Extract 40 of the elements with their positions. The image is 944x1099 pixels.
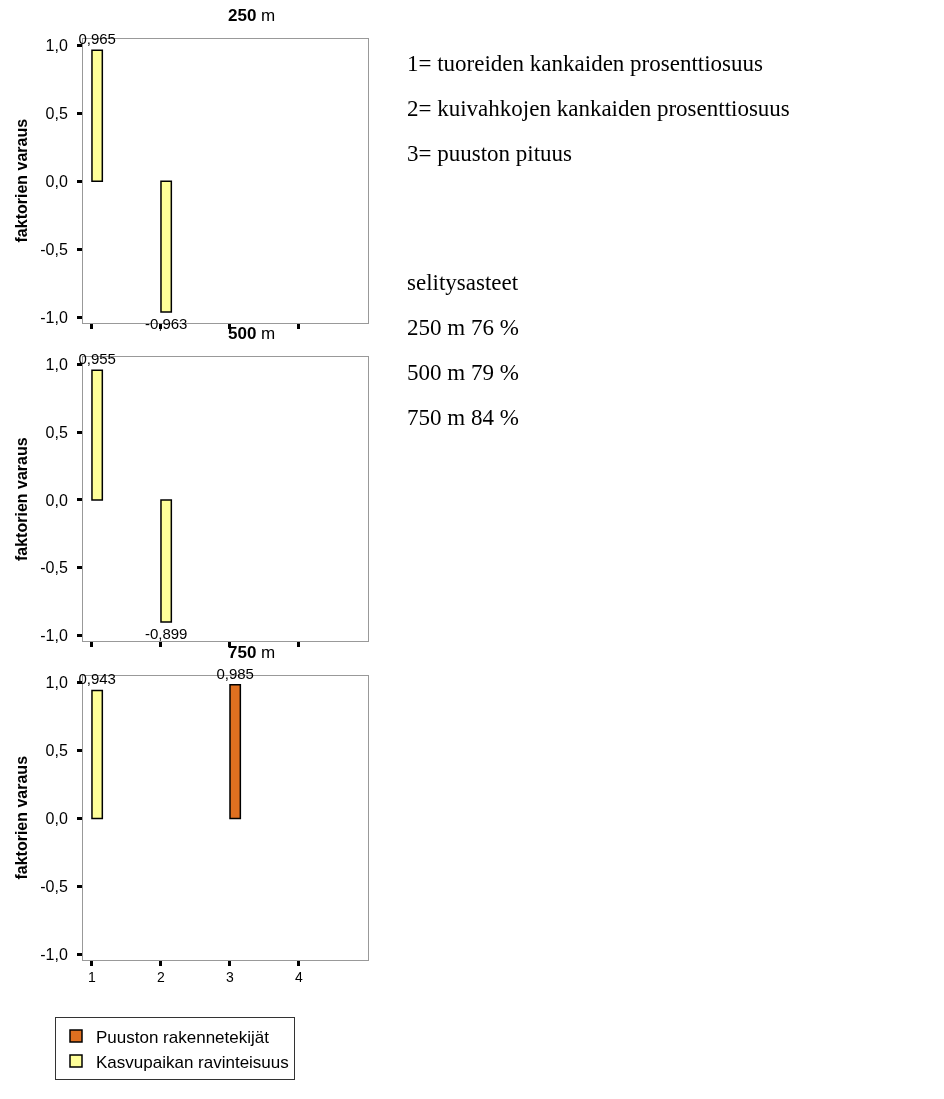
y-tick-label: 0,0 — [45, 491, 68, 509]
y-tick-label: -1,0 — [40, 627, 68, 645]
y-tick-label: -1,0 — [40, 945, 68, 963]
y-axis-title: faktorien varaus — [13, 755, 31, 880]
chart-title: 250 m — [228, 6, 276, 25]
data-label: 0,943 — [78, 670, 116, 688]
y-tick-label: -0,5 — [40, 559, 68, 577]
y-tick-label: -0,5 — [40, 240, 68, 258]
data-label: -0,963 — [144, 315, 188, 333]
y-tick-label: 0,5 — [45, 742, 68, 760]
y-tick-label: 1,0 — [45, 37, 68, 55]
y-tick-label: -0,5 — [40, 877, 68, 895]
data-label: 0,955 — [78, 350, 116, 368]
x-tick-label: 3 — [226, 969, 235, 986]
y-axis-title: faktorien varaus — [13, 118, 31, 243]
legend-label: Kasvupaikan ravinteisuus — [96, 1052, 289, 1072]
chart-title: 750 m — [228, 643, 276, 662]
text: selitysasteet — [407, 270, 519, 295]
y-tick-label: 0,5 — [45, 423, 68, 441]
y-tick-label: 0,5 — [45, 105, 68, 123]
y-tick-label: -1,0 — [40, 308, 68, 326]
text: 1= tuoreiden kankaiden prosenttiosuus — [407, 51, 764, 76]
y-tick-label: 0,0 — [45, 810, 68, 828]
y-tick-label: 1,0 — [45, 355, 68, 373]
y-axis-title: faktorien varaus — [13, 437, 31, 562]
text: 500 m 79 % — [407, 360, 519, 385]
text: 750 m 84 % — [407, 405, 519, 430]
x-tick-label: 4 — [295, 969, 304, 986]
chart-title: 500 m — [228, 324, 276, 343]
data-label: 0,985 — [216, 664, 254, 682]
legend-label: Puuston rakennetekijät — [96, 1027, 270, 1047]
text: 2= kuivahkojen kankaiden prosenttiosuus — [407, 96, 790, 121]
y-tick-label: 1,0 — [45, 674, 68, 692]
x-tick-label: 1 — [88, 969, 97, 986]
text: 3= puuston pituus — [407, 141, 573, 166]
y-tick-label: 0,0 — [45, 172, 68, 190]
data-label: -0,899 — [144, 624, 188, 642]
text: 250 m 76 % — [407, 315, 519, 340]
x-tick-label: 2 — [157, 969, 166, 986]
data-label: 0,965 — [78, 30, 116, 48]
